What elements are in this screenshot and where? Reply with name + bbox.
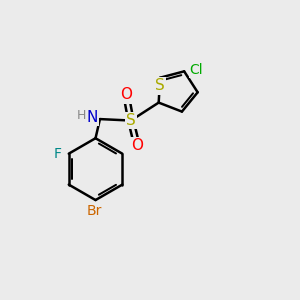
Text: S: S (126, 113, 136, 128)
Text: O: O (131, 138, 143, 153)
Text: Cl: Cl (190, 63, 203, 77)
Text: N: N (87, 110, 98, 125)
Text: Br: Br (86, 204, 102, 218)
Text: S: S (155, 79, 165, 94)
Text: F: F (54, 147, 61, 161)
Text: O: O (120, 87, 132, 102)
Text: H: H (77, 109, 86, 122)
